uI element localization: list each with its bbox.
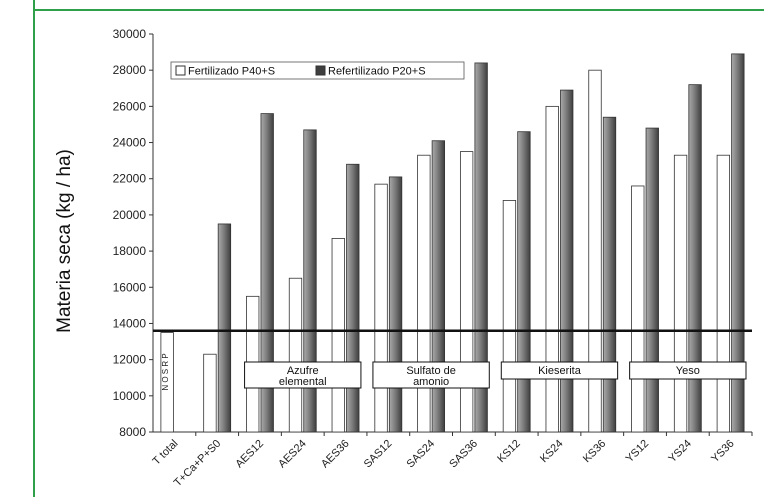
bar-refertilizado — [688, 84, 702, 433]
bar-fertilizado — [716, 154, 731, 433]
y-tick-label: 22000 — [113, 172, 147, 186]
bar-fertilizado — [203, 353, 217, 433]
bar-refertilizado — [260, 113, 274, 433]
group-label-box — [629, 361, 747, 380]
bar-refertilizado — [303, 129, 317, 433]
chart-frame — [33, 0, 764, 497]
x-tick-label: AES36 — [319, 438, 352, 471]
plot-area: 8000 10000 12000 14000 16000 18000 20000 22000 2… — [113, 27, 753, 489]
y-tick-label: 18000 — [113, 244, 147, 258]
x-tick-label: AES24 — [276, 438, 309, 471]
bar-fertilizado — [631, 185, 645, 433]
bar-fertilizado — [588, 69, 602, 433]
x-tick-label: SAS12 — [362, 438, 395, 471]
bar-fertilizado — [160, 332, 174, 433]
x-tick-label: AES12 — [233, 438, 266, 471]
x-tick-label: KS12 — [495, 438, 523, 466]
y-tick-label: 20000 — [113, 208, 147, 222]
bar-refertilizado — [560, 89, 574, 433]
x-tick-label: KS36 — [581, 438, 609, 466]
bar-refertilizado — [731, 53, 745, 433]
group-label: Azufre elemental — [279, 365, 327, 388]
y-tick-label: 8000 — [119, 425, 146, 439]
group-label-box — [372, 361, 490, 389]
x-tick-label: YS12 — [624, 438, 652, 466]
group-label: Yeso — [676, 365, 700, 377]
bar-refertilizado — [346, 163, 360, 433]
y-tick-label: 28000 — [113, 63, 147, 77]
frame-top-border — [33, 9, 764, 11]
bar-fertilizado — [502, 200, 517, 433]
x-tick-label: SAS24 — [405, 438, 438, 471]
legend-swatch-refertilizado — [315, 65, 326, 76]
bar-fertilizado — [331, 238, 345, 433]
bar-fertilizado — [459, 151, 474, 433]
bar-annotation: N O S R P — [161, 353, 170, 390]
x-tick-label: YS24 — [666, 438, 694, 466]
bar-fertilizado — [417, 154, 431, 433]
y-tick-label: 30000 — [113, 27, 147, 41]
group-label: Sulfato de amonio — [406, 365, 456, 388]
bar-refertilizado — [217, 223, 232, 433]
bar-fertilizado — [673, 154, 688, 433]
bar-refertilizado — [602, 116, 617, 433]
bar-fertilizado — [545, 105, 559, 433]
y-tick-label: 14000 — [113, 316, 147, 330]
y-tick-label: 24000 — [113, 136, 147, 150]
bar-refertilizado — [517, 131, 531, 433]
legend-label-refertilizado: Refertilizado P20+S — [328, 66, 426, 78]
bar-refertilizado — [645, 127, 659, 433]
bar-refertilizado — [474, 62, 488, 433]
group-label-box — [500, 361, 619, 380]
frame-left-border — [33, 0, 35, 497]
y-tick-label: 16000 — [113, 280, 147, 294]
x-tick-label: YS36 — [709, 438, 737, 466]
x-tick-label: KS24 — [538, 438, 566, 466]
bar-refertilizado — [388, 176, 403, 433]
y-tick-label: 10000 — [113, 389, 147, 403]
y-axis-label: Materia seca (kg / ha) — [54, 149, 75, 333]
bar-fertilizado — [288, 277, 303, 433]
group-label: Kieserita — [538, 365, 582, 377]
bar-fertilizado — [374, 183, 388, 433]
x-tick-label: T total — [151, 438, 181, 468]
y-tick-label: 12000 — [113, 353, 147, 367]
group-label-box — [244, 361, 362, 389]
bar-refertilizado — [431, 140, 446, 433]
legend-label-fertilizado: Fertilizado P40+S — [188, 66, 275, 78]
legend-swatch-fertilizado — [175, 65, 186, 76]
x-tick-label: SAS36 — [447, 438, 480, 471]
y-tick-label: 26000 — [113, 99, 147, 113]
